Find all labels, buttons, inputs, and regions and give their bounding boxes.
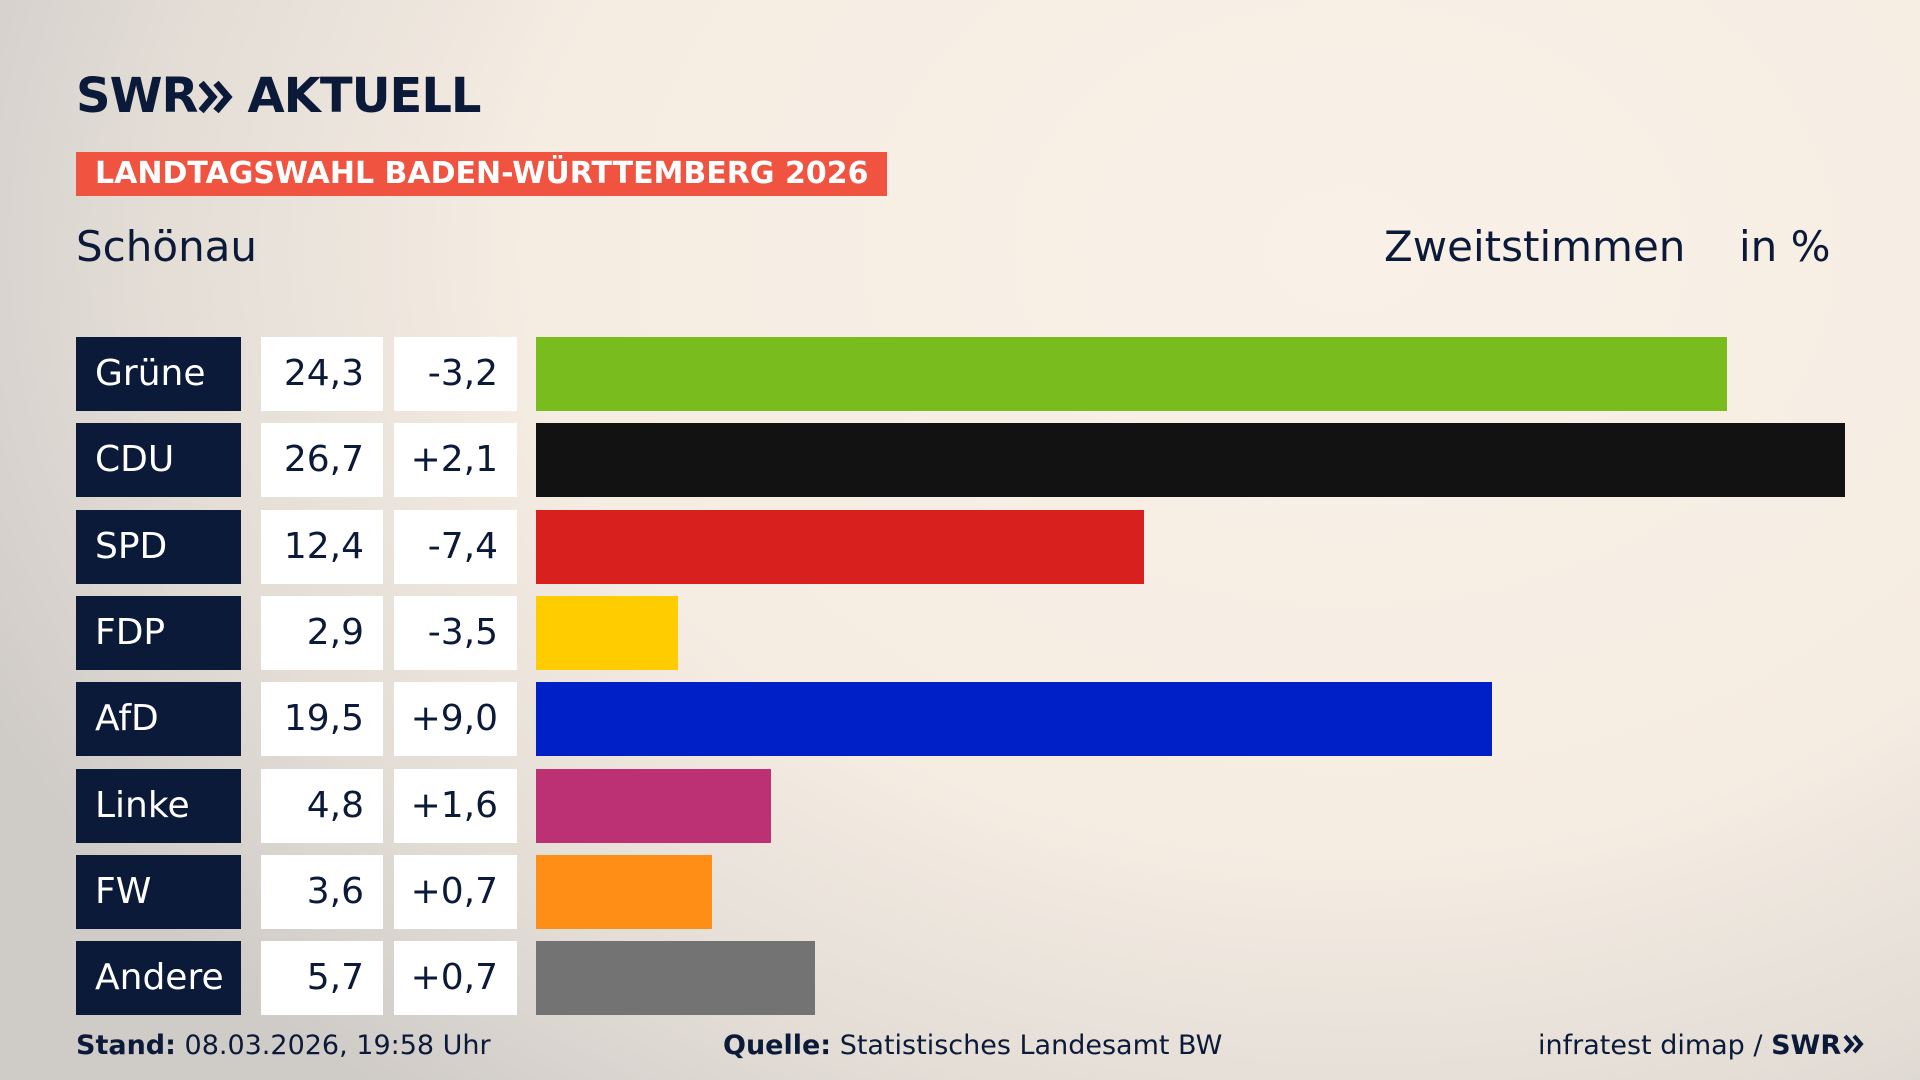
party-label: FDP: [76, 595, 241, 670]
value-label: 19,5: [261, 682, 383, 757]
party-label: CDU: [76, 423, 241, 498]
stand-label: Stand:: [76, 1030, 176, 1061]
party-label: Grüne: [76, 337, 241, 411]
party-label: AfD: [76, 682, 241, 757]
unit: in %: [1739, 222, 1831, 271]
logo-swr: SWR: [76, 68, 198, 124]
value-label: 2,9: [261, 595, 383, 670]
value-label: 4,8: [261, 768, 383, 843]
value-label: 24,3: [261, 337, 383, 411]
value-label: 12,4: [261, 509, 383, 584]
bar: [536, 941, 816, 1016]
credit-arrows: [1843, 1034, 1864, 1054]
source-label: Quelle:: [723, 1030, 832, 1061]
bar: [536, 595, 679, 670]
vote-type: Zweitstimmen: [1384, 222, 1686, 271]
election-banner: LANDTAGSWAHL BADEN-WÜRTTEMBERG 2026: [76, 152, 888, 196]
change-label: +0,7: [394, 854, 517, 929]
change-label: -3,2: [394, 337, 517, 411]
stand: Stand: 08.03.2026, 19:58 Uhr: [76, 1030, 491, 1061]
value-label: 26,7: [261, 423, 383, 498]
credit-text: infratest dimap /: [1538, 1030, 1763, 1061]
logo: SWR AKTUELL: [76, 68, 482, 124]
bar: [536, 423, 1845, 498]
logo-aktuell: AKTUELL: [247, 68, 481, 124]
bar: [536, 509, 1144, 584]
party-label: Linke: [76, 768, 241, 843]
party-label: SPD: [76, 509, 241, 584]
change-label: -3,5: [394, 595, 517, 670]
logo-arrows: [198, 80, 234, 114]
stand-date: 08.03.2026, 19:58 Uhr: [184, 1030, 491, 1061]
source: Quelle: Statistisches Landesamt BW: [723, 1030, 1222, 1061]
value-label: 5,7: [261, 941, 383, 1016]
party-label: Andere: [76, 941, 241, 1016]
bar: [536, 854, 713, 929]
bar: [536, 768, 772, 843]
party-label: FW: [76, 854, 241, 929]
source-text: Statistisches Landesamt BW: [839, 1030, 1223, 1061]
bar: [536, 337, 1728, 411]
region: Schönau: [76, 222, 258, 271]
bar: [536, 682, 1492, 757]
value-label: 3,6: [261, 854, 383, 929]
change-label: +1,6: [394, 768, 517, 843]
change-label: +0,7: [394, 941, 517, 1016]
credit-swr: SWR: [1771, 1030, 1842, 1061]
credit: infratest dimap / SWR: [1538, 1030, 1865, 1061]
change-label: -7,4: [394, 509, 517, 584]
change-label: +9,0: [394, 682, 517, 757]
change-label: +2,1: [394, 423, 517, 498]
